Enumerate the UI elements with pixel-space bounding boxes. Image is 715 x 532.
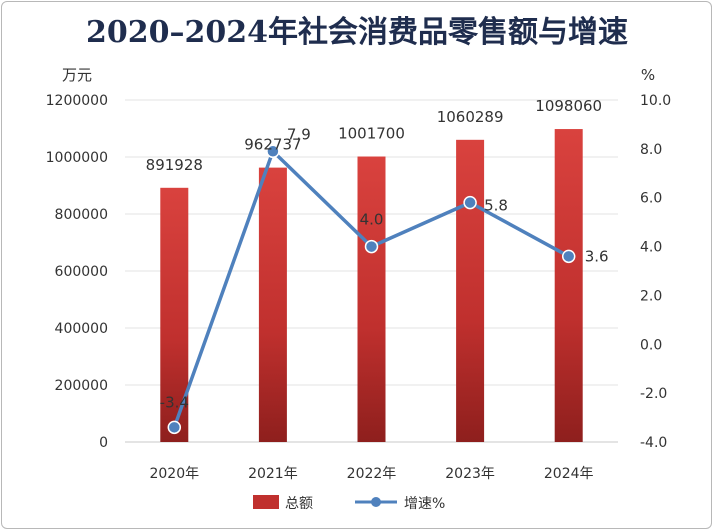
- left-axis-tick-label: 600000: [55, 264, 108, 280]
- bar: [456, 139, 485, 443]
- x-axis-tick-label: 2021年: [248, 466, 298, 482]
- right-axis-tick-label: 10.0: [640, 93, 671, 109]
- left-axis-tick-label: 400000: [55, 321, 108, 337]
- right-axis-tick-label: -4.0: [640, 435, 667, 451]
- growth-point: [266, 144, 280, 159]
- right-axis-tick-label: -2.0: [640, 386, 667, 402]
- bar-value-label: 1001700: [338, 125, 405, 143]
- right-axis-tick-label: 2.0: [640, 288, 662, 304]
- right-axis-unit: %: [641, 66, 655, 84]
- x-axis-tick-label: 2022年: [347, 466, 397, 482]
- line-value-label: 5.8: [484, 197, 508, 215]
- growth-point: [364, 239, 379, 254]
- bar-value-label: 1098060: [535, 97, 602, 115]
- growth-point: [167, 420, 182, 435]
- left-axis-tick-label: 800000: [55, 207, 108, 223]
- bar: [554, 129, 583, 442]
- line-value-label: 7.9: [287, 125, 311, 143]
- legend-swatch-bar: [253, 495, 279, 509]
- legend-label-line: 增速%: [404, 496, 445, 512]
- left-axis-tick-label: 200000: [55, 378, 108, 394]
- line-value-label: -3.4: [160, 393, 189, 411]
- legend-label-bar: 总额: [285, 496, 313, 512]
- growth-point: [463, 195, 477, 210]
- bar-value-label: 891928: [146, 156, 203, 174]
- bar-value-label: 962737: [244, 136, 301, 154]
- growth-point: [561, 249, 576, 264]
- bar: [258, 167, 287, 443]
- left-axis-tick-label: 0: [99, 435, 108, 451]
- left-axis-tick-label: 1200000: [46, 93, 108, 109]
- line-value-label: 4.0: [360, 211, 384, 229]
- right-axis-tick-label: 6.0: [640, 191, 662, 207]
- legend-swatch-marker: [371, 497, 381, 507]
- right-axis-tick-label: 0.0: [640, 337, 662, 353]
- right-axis-tick-label: 4.0: [640, 240, 662, 256]
- left-axis-tick-label: 1000000: [46, 150, 108, 166]
- bar-value-label: 1060289: [437, 108, 504, 126]
- chart-title: 2020–2024年社会消费品零售额与增速: [86, 15, 628, 50]
- bar: [357, 156, 386, 442]
- x-axis-tick-label: 2023年: [445, 466, 495, 482]
- x-axis-tick-label: 2020年: [149, 466, 199, 482]
- line-value-label: 3.6: [585, 247, 609, 265]
- right-axis-tick-label: 8.0: [640, 142, 662, 158]
- left-axis-unit: 万元: [62, 66, 92, 84]
- x-axis-tick-label: 2024年: [544, 466, 594, 482]
